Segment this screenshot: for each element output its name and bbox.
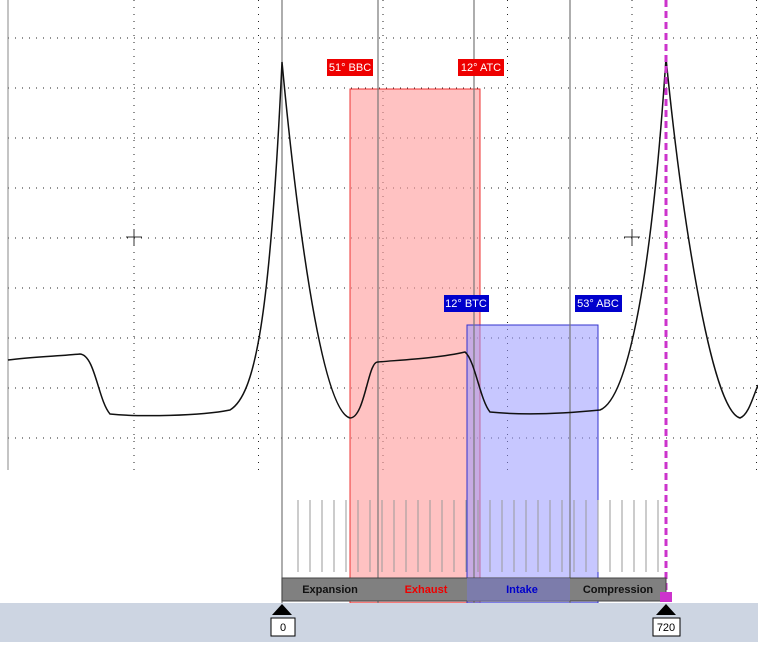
intake-window [466,324,599,604]
timing-label: 12° BTC [445,298,487,310]
label-box [444,295,489,312]
phase-label: Exhaust [405,584,448,596]
label-box [458,59,504,76]
timing-labels: 51° BBC 12° ATC 12° BTC 53° ABC [327,59,622,312]
phase-label: Compression [583,584,654,596]
waveform [7,57,758,419]
degree-ticks [297,500,659,572]
marker-label: 0 [280,622,286,634]
timing-label: 12° ATC [461,62,501,74]
marker-box[interactable] [270,617,296,637]
label-box [575,295,622,312]
crosshair [126,229,640,245]
phase-label: Expansion [302,584,358,596]
status-strip [0,603,758,642]
phase-overlay [467,578,570,601]
timing-label: 51° BBC [329,62,371,74]
marker-label: 720 [657,622,675,634]
exhaust-window [349,88,481,604]
phase-label: Intake [506,584,538,596]
marker-box[interactable] [652,617,681,637]
phase-bar: Expansion Exhaust Intake Compression [281,577,667,602]
ruler-handle[interactable] [660,592,672,602]
label-box [327,59,373,76]
timing-label: 53° ABC [577,298,619,310]
